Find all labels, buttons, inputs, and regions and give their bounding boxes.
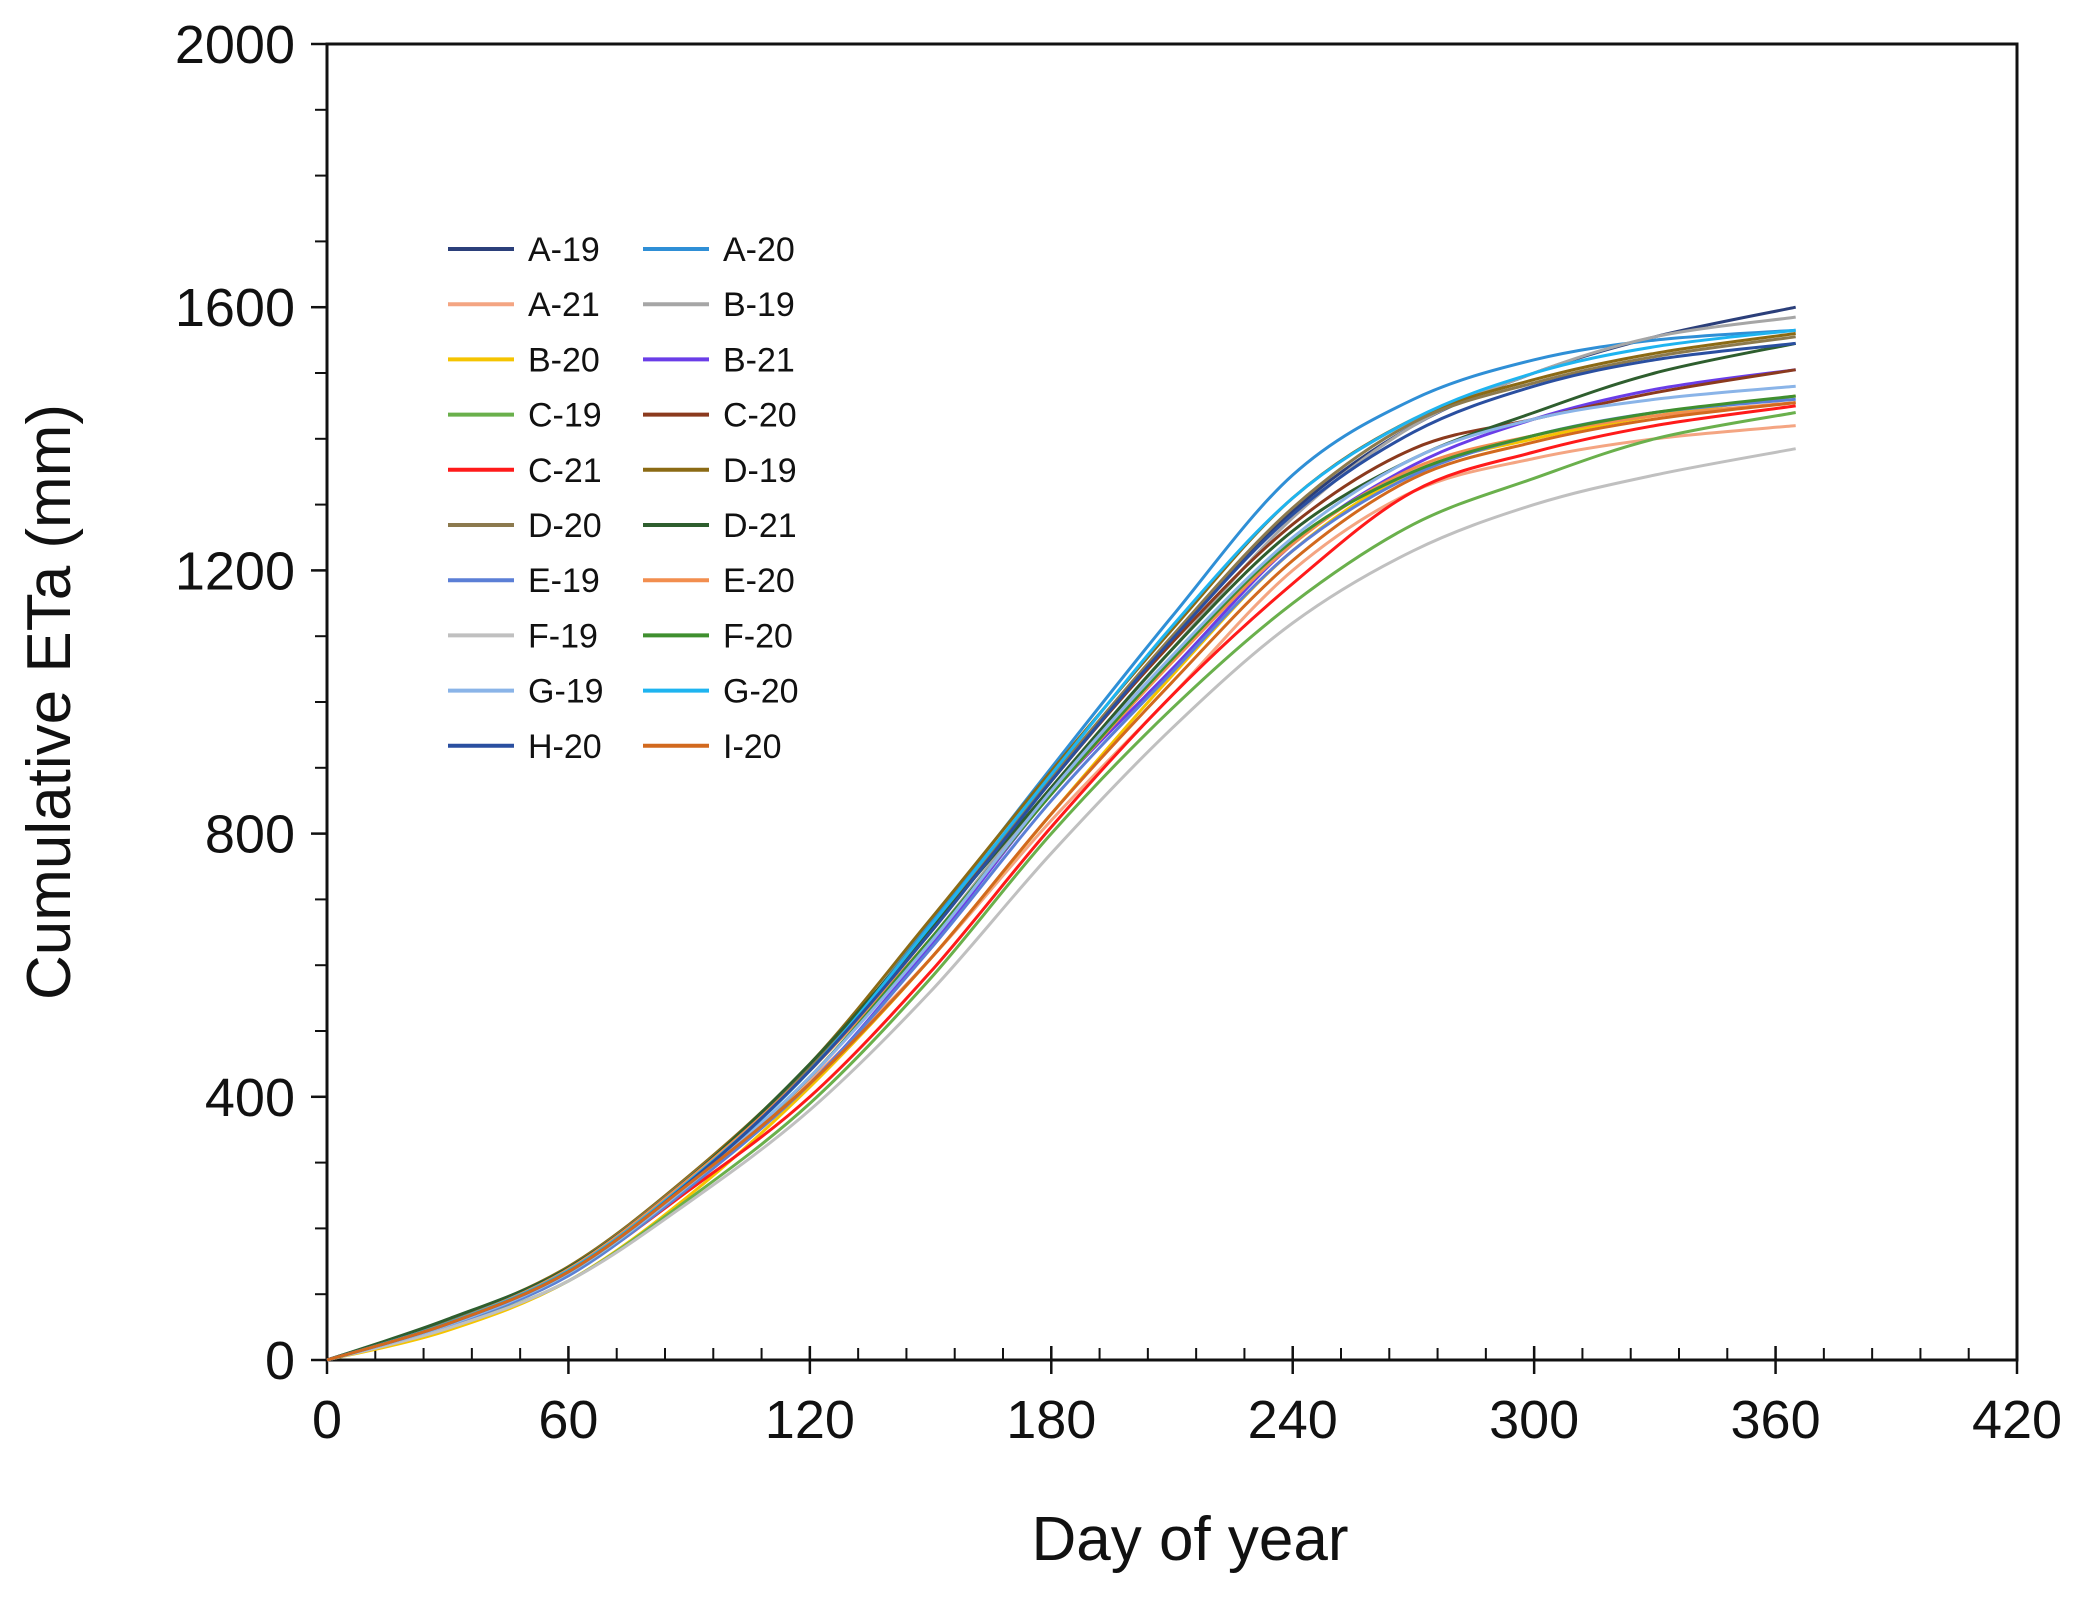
series-line-i-20 [326,401,1796,1362]
legend-label-e-20: E-20 [723,562,795,600]
legend-label-c-21: C-21 [528,452,602,490]
x-axis-title: Day of year [1031,1505,1348,1574]
y-tick-label: 800 [205,805,295,865]
legend-label-d-21: D-21 [723,507,797,545]
x-tick-label: 60 [538,1390,598,1450]
x-tick-label: 240 [1248,1390,1338,1450]
y-tick-label: 1200 [175,541,295,601]
y-axis-title: Cumulative ETa (mm) [15,404,84,1000]
y-tick-label: 1600 [175,278,295,338]
series-line-h-20 [326,341,1796,1362]
series-line-f-19 [326,447,1796,1362]
x-tick-label: 180 [1006,1390,1096,1450]
legend-label-b-20: B-20 [528,341,600,379]
series-line-d-21 [326,341,1797,1362]
series-line-c-19 [326,411,1796,1362]
legend-label-f-20: F-20 [723,617,793,655]
legend-label-a-20: A-20 [723,231,795,269]
legend-label-i-20: I-20 [723,728,782,766]
legend: A-19 A-20 A-21 B-19 B-20 B-21 C-19 C-20 C-21 D-19… [448,231,799,766]
legend-label-f-19: F-19 [528,617,598,655]
legend-label-e-19: E-19 [528,562,600,600]
legend-label-c-20: C-20 [723,397,797,435]
legend-label-b-21: B-21 [723,341,795,379]
legend-label-h-20: H-20 [528,728,602,766]
x-tick-label: 360 [1731,1390,1821,1450]
legend-label-a-21: A-21 [528,286,600,324]
series-line-c-21 [326,404,1796,1362]
legend-label-d-19: D-19 [723,452,797,490]
x-tick-label: 420 [1972,1390,2062,1450]
legend-label-g-19: G-19 [528,673,604,711]
y-tick-label: 400 [205,1068,295,1128]
legend-label-d-20: D-20 [528,507,602,545]
legend-label-c-19: C-19 [528,397,602,435]
series-lines [326,305,1797,1362]
x-tick-label: 120 [765,1390,855,1450]
x-tick-label: 300 [1489,1390,1579,1450]
legend-label-b-19: B-19 [723,286,795,324]
legend-label-g-20: G-20 [723,673,799,711]
y-tick-label: 2000 [175,15,295,75]
series-line-e-20 [326,401,1796,1362]
legend-label-a-19: A-19 [528,231,600,269]
axis-ticks: 0 60 120 180 240 300 360 420 0 400 800 1200 1600 2000 [175,15,2062,1450]
series-line-d-20 [326,335,1796,1362]
y-tick-label: 0 [265,1331,295,1391]
x-tick-label: 0 [312,1390,342,1450]
